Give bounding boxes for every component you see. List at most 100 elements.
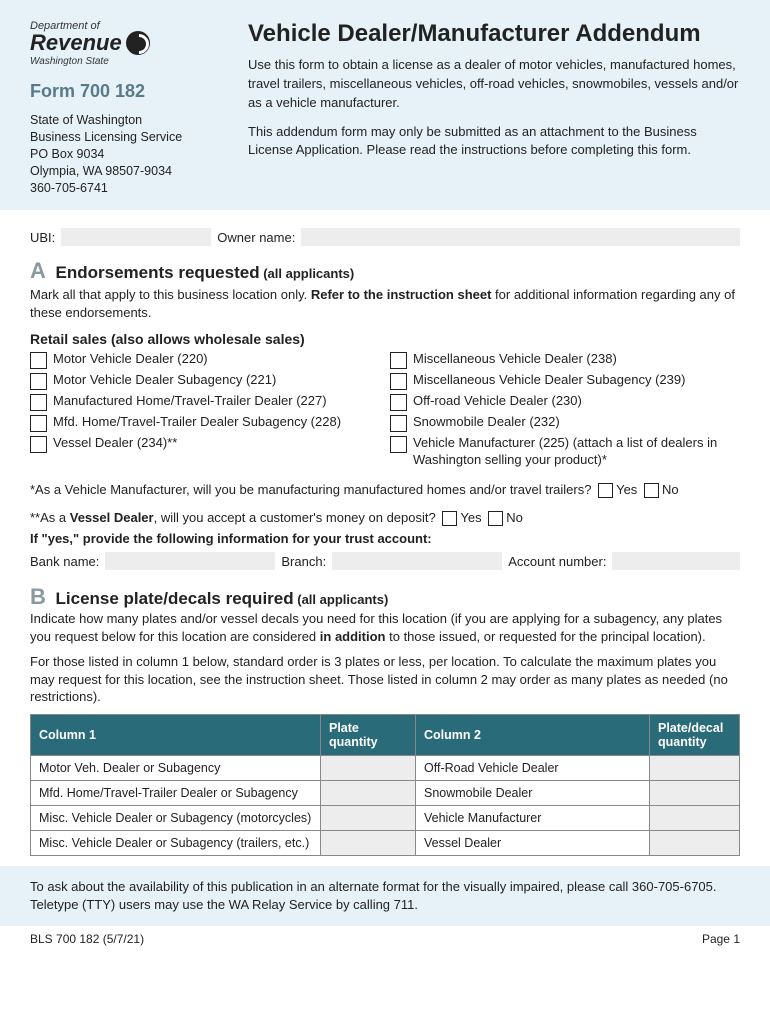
page-title: Vehicle Dealer/Manufacturer Addendum (248, 20, 740, 48)
q2-no-checkbox[interactable] (488, 511, 503, 526)
cell-c2: Snowmobile Dealer (416, 780, 650, 805)
retail-heading: Retail sales (also allows wholesale sale… (30, 331, 740, 347)
logo-revenue-text: Revenue (30, 30, 122, 56)
branch-input[interactable] (332, 552, 502, 570)
plates-tbody: Motor Veh. Dealer or Subagency Off-Road … (31, 755, 740, 855)
form-number: Form 700 182 (30, 81, 220, 102)
section-b-para1: Indicate how many plates and/or vessel d… (30, 610, 740, 645)
intro-1: Use this form to obtain a license as a d… (248, 56, 740, 113)
owner-name-input[interactable] (301, 228, 740, 246)
checkbox[interactable] (390, 394, 407, 411)
plate-qty-input[interactable] (321, 780, 416, 805)
page-number: Page 1 (702, 932, 740, 946)
plate-decal-qty-input[interactable] (650, 780, 740, 805)
form-id: BLS 700 182 (5/7/21) (30, 932, 144, 946)
check-label: Snowmobile Dealer (232) (413, 414, 560, 431)
checkbox[interactable] (30, 415, 47, 432)
checkbox[interactable] (390, 415, 407, 432)
check-row: Miscellaneous Vehicle Dealer Subagency (… (390, 372, 740, 390)
checkbox[interactable] (30, 373, 47, 390)
check-row: Manufactured Home/Travel-Trailer Dealer … (30, 393, 380, 411)
table-row: Mfd. Home/Travel-Trailer Dealer or Subag… (31, 780, 740, 805)
plate-decal-qty-input[interactable] (650, 805, 740, 830)
desc-bold: Refer to the instruction sheet (311, 287, 492, 302)
section-a-title: Endorsements requested (56, 263, 260, 282)
plate-qty-input[interactable] (321, 755, 416, 780)
q1-text: *As a Vehicle Manufacturer, will you be … (30, 482, 591, 497)
checkbox[interactable] (30, 352, 47, 369)
cell-c2: Off-Road Vehicle Dealer (416, 755, 650, 780)
th-col2: Column 2 (416, 714, 650, 755)
address-block: State of Washington Business Licensing S… (30, 112, 220, 196)
check-label: Miscellaneous Vehicle Dealer Subagency (… (413, 372, 685, 389)
check-row: Motor Vehicle Dealer (220) (30, 351, 380, 369)
table-row: Motor Veh. Dealer or Subagency Off-Road … (31, 755, 740, 780)
section-a-heading: A Endorsements requested (all applicants… (30, 258, 740, 284)
check-row: Snowmobile Dealer (232) (390, 414, 740, 432)
q2-yes-checkbox[interactable] (442, 511, 457, 526)
plate-decal-qty-input[interactable] (650, 755, 740, 780)
section-b-letter: B (30, 584, 46, 609)
addr-line3: PO Box 9034 (30, 146, 220, 163)
content: UBI: Owner name: A Endorsements requeste… (0, 210, 770, 866)
q1-no: No (662, 482, 679, 497)
vessel-question: **As a Vessel Dealer, will you accept a … (30, 508, 740, 528)
plate-decal-qty-input[interactable] (650, 830, 740, 855)
addr-line1: State of Washington (30, 112, 220, 129)
q1-no-checkbox[interactable] (644, 483, 659, 498)
addr-phone: 360-705-6741 (30, 180, 220, 197)
desc-prefix: Mark all that apply to this business loc… (30, 287, 311, 302)
cell-c1: Mfd. Home/Travel-Trailer Dealer or Subag… (31, 780, 321, 805)
checkbox[interactable] (390, 352, 407, 369)
q1-yes-checkbox[interactable] (598, 483, 613, 498)
footer-accessibility: To ask about the availability of this pu… (0, 866, 770, 926)
para1-bold: in addition (320, 629, 386, 644)
check-row: Off-road Vehicle Dealer (230) (390, 393, 740, 411)
check-row: Miscellaneous Vehicle Dealer (238) (390, 351, 740, 369)
check-label: Mfd. Home/Travel-Trailer Dealer Subagenc… (53, 414, 341, 431)
account-input[interactable] (612, 552, 740, 570)
check-row: Motor Vehicle Dealer Subagency (221) (30, 372, 380, 390)
section-b: B License plate/decals required (all app… (30, 584, 740, 856)
cell-c1: Motor Veh. Dealer or Subagency (31, 755, 321, 780)
ubi-input[interactable] (61, 228, 211, 246)
logo-swirl-icon (126, 31, 150, 55)
q2-yes: Yes (460, 510, 481, 525)
cell-c2: Vessel Dealer (416, 830, 650, 855)
footer-meta: BLS 700 182 (5/7/21) Page 1 (0, 926, 770, 966)
bank-row: Bank name: Branch: Account number: (30, 552, 740, 570)
cell-c2: Vehicle Manufacturer (416, 805, 650, 830)
section-b-sub: (all applicants) (297, 592, 388, 607)
addr-line2: Business Licensing Service (30, 129, 220, 146)
cell-c1: Misc. Vehicle Dealer or Subagency (motor… (31, 805, 321, 830)
check-row: Vehicle Manufacturer (225) (attach a lis… (390, 435, 740, 469)
check-label: Vessel Dealer (234)** (53, 435, 177, 452)
check-label: Motor Vehicle Dealer (220) (53, 351, 208, 368)
branch-label: Branch: (281, 554, 326, 569)
check-row: Mfd. Home/Travel-Trailer Dealer Subagenc… (30, 414, 380, 432)
para1-post: to those issued, or requested for the pr… (386, 629, 706, 644)
check-label: Motor Vehicle Dealer Subagency (221) (53, 372, 276, 389)
bank-name-input[interactable] (105, 552, 275, 570)
header-right: Vehicle Dealer/Manufacturer Addendum Use… (248, 20, 740, 170)
section-b-heading: B License plate/decals required (all app… (30, 584, 740, 610)
manufacturer-question: *As a Vehicle Manufacturer, will you be … (30, 480, 740, 500)
section-b-para2: For those listed in column 1 below, stan… (30, 653, 740, 706)
checkbox[interactable] (30, 436, 47, 453)
check-row: Vessel Dealer (234)** (30, 435, 380, 453)
ubi-row: UBI: Owner name: (30, 228, 740, 246)
plate-qty-input[interactable] (321, 805, 416, 830)
checkbox[interactable] (30, 394, 47, 411)
q1-yes: Yes (616, 482, 637, 497)
q2-post: , will you accept a customer's money on … (154, 510, 436, 525)
checkbox[interactable] (390, 436, 407, 453)
checkbox[interactable] (390, 373, 407, 390)
intro-2: This addendum form may only be submitted… (248, 123, 740, 161)
plate-qty-input[interactable] (321, 830, 416, 855)
owner-name-label: Owner name: (217, 230, 295, 245)
check-label: Vehicle Manufacturer (225) (attach a lis… (413, 435, 740, 469)
logo-revenue: Revenue (30, 30, 220, 56)
section-a-letter: A (30, 258, 46, 283)
check-label: Manufactured Home/Travel-Trailer Dealer … (53, 393, 327, 410)
th-col1: Column 1 (31, 714, 321, 755)
